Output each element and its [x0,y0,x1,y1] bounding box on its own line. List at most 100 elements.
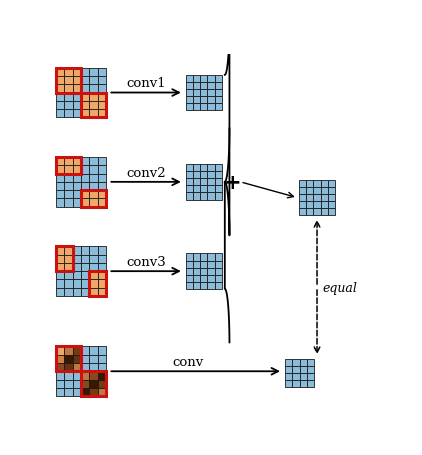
Bar [193,186,200,193]
Bar [73,280,81,288]
Bar [307,366,314,373]
Bar [306,187,314,195]
Bar [300,373,307,380]
Bar [186,97,193,104]
Bar [56,388,64,396]
Bar [89,157,98,166]
Bar [81,280,89,288]
Bar [214,179,222,186]
Bar [186,275,193,282]
Bar [89,263,98,272]
Bar [214,282,222,289]
Bar [73,157,81,166]
Bar [98,85,106,93]
Bar [89,85,98,93]
Bar [285,380,292,387]
Bar [186,172,193,179]
Bar [64,77,73,85]
Bar [186,90,193,97]
Bar [81,157,89,166]
Bar [193,282,200,289]
Bar [64,110,73,118]
Bar [56,263,64,272]
Bar [81,355,89,363]
Bar [89,77,98,85]
Bar [193,83,200,90]
Bar [56,347,64,355]
Bar [208,193,214,200]
Bar [73,199,81,207]
Text: conv2: conv2 [126,167,166,179]
Bar [98,380,106,388]
Bar [328,202,335,209]
Bar [208,97,214,104]
Bar [98,182,106,191]
Bar [321,187,328,195]
Bar [56,174,64,182]
Bar [214,254,222,261]
Bar [98,110,106,118]
Text: conv3: conv3 [126,256,166,268]
Bar [73,272,81,280]
Bar [299,209,306,216]
Bar [81,101,89,110]
Text: conv: conv [172,355,203,369]
Bar [214,90,222,97]
Bar [73,288,81,297]
Bar [98,355,106,363]
Bar [193,90,200,97]
Bar [98,77,106,85]
Bar [64,388,73,396]
Bar [56,363,64,371]
Bar [314,209,321,216]
Bar [214,275,222,282]
Bar [81,247,89,255]
Bar [81,347,89,355]
Bar [81,93,89,101]
Bar [73,101,81,110]
Bar [56,110,64,118]
Bar [89,174,98,182]
Bar [73,263,81,272]
Bar [200,179,208,186]
Bar [81,255,89,263]
Bar [81,371,89,380]
Bar [81,272,89,280]
Bar [64,272,73,280]
Bar [56,371,64,380]
Bar [89,371,98,380]
Bar [98,157,106,166]
Bar [200,104,208,111]
Bar [56,280,64,288]
Bar [89,255,98,263]
Bar [200,282,208,289]
Bar [200,261,208,268]
Bar [64,280,73,288]
Bar [328,195,335,202]
Bar [285,359,292,366]
Bar [307,359,314,366]
Bar [299,202,306,209]
Bar [89,110,98,118]
Bar [73,247,81,255]
Bar [56,182,64,191]
Bar [314,195,321,202]
Bar [89,272,98,280]
Bar [64,182,73,191]
Bar [81,380,89,388]
Bar [56,347,81,371]
Bar [56,68,81,93]
Bar [300,380,307,387]
Bar [73,182,81,191]
Bar [186,165,193,172]
Bar [56,101,64,110]
Bar [73,347,81,355]
Bar [306,202,314,209]
Bar [64,247,73,255]
Bar [306,209,314,216]
Bar [314,187,321,195]
Bar [56,355,64,363]
Bar [208,165,214,172]
Bar [89,355,98,363]
Bar [64,347,73,355]
